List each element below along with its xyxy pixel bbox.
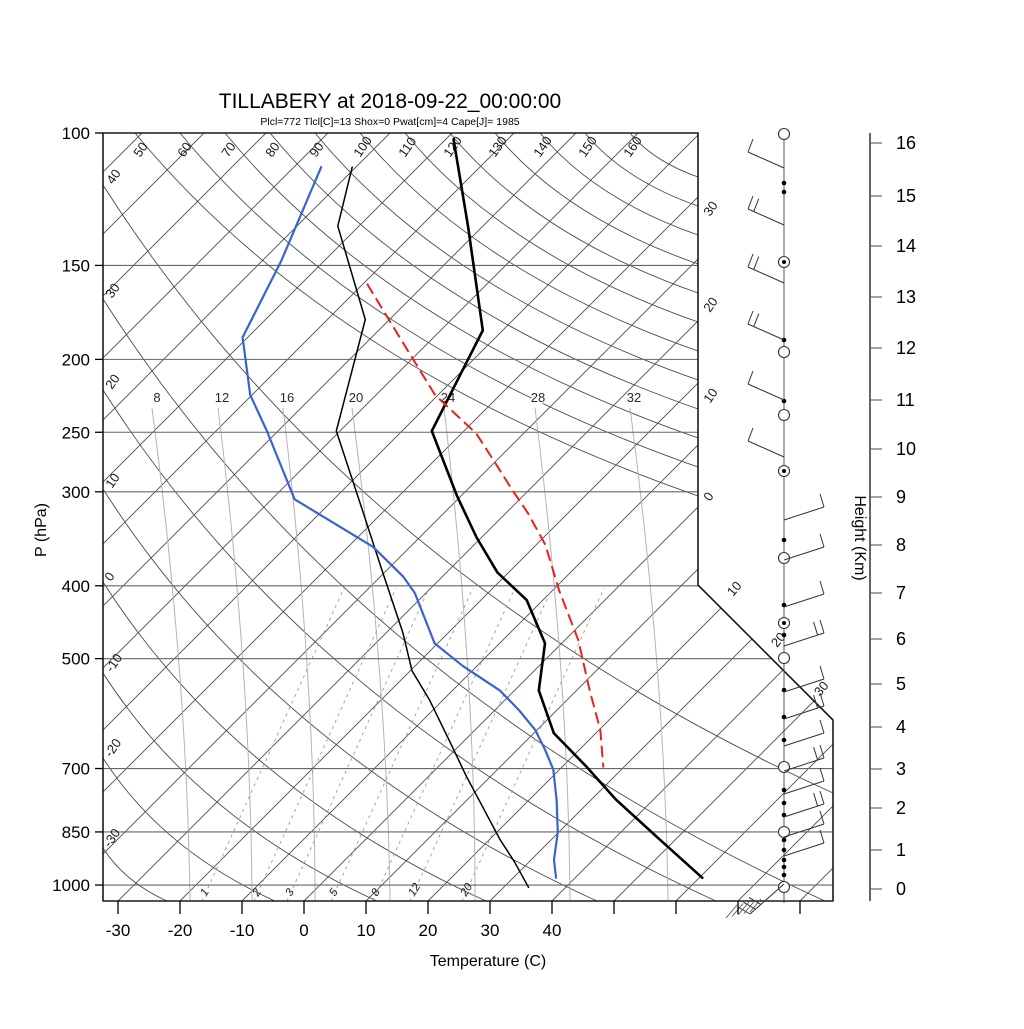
svg-text:110: 110: [395, 134, 419, 160]
svg-text:20: 20: [700, 294, 721, 314]
moist-adiabat-lines: [151, 407, 669, 901]
sounding-curves: [241, 138, 704, 889]
svg-text:30: 30: [481, 921, 500, 940]
svg-text:12: 12: [896, 338, 916, 358]
svg-text:10: 10: [896, 439, 916, 459]
svg-text:120: 120: [440, 133, 465, 159]
svg-text:2: 2: [896, 798, 906, 818]
curve-secondary-profile: [335, 166, 530, 889]
svg-text:11: 11: [896, 390, 915, 410]
svg-text:-20: -20: [101, 736, 124, 760]
svg-text:20: 20: [768, 629, 789, 650]
svg-text:150: 150: [62, 256, 90, 275]
svg-text:50: 50: [130, 139, 151, 159]
svg-text:14: 14: [896, 236, 916, 256]
pressure-axis-title: P (hPa): [33, 503, 50, 557]
svg-text:100: 100: [350, 133, 375, 159]
svg-text:3: 3: [896, 759, 906, 779]
svg-text:30: 30: [700, 198, 721, 218]
svg-text:250: 250: [62, 423, 90, 442]
svg-text:-20: -20: [168, 921, 193, 940]
svg-text:150: 150: [575, 133, 600, 159]
svg-text:3: 3: [283, 886, 297, 898]
svg-text:0: 0: [896, 879, 906, 899]
curve-parcel-path: [366, 283, 605, 768]
svg-text:80: 80: [262, 139, 283, 159]
svg-text:12: 12: [215, 390, 229, 405]
svg-text:70: 70: [218, 139, 239, 159]
svg-text:1: 1: [198, 887, 212, 899]
svg-text:16: 16: [896, 133, 916, 153]
mixing-ratio-lines: [201, 587, 605, 901]
svg-text:32: 32: [627, 390, 641, 405]
plot-frame: [102, 132, 834, 902]
svg-text:15: 15: [896, 186, 916, 206]
svg-text:9: 9: [896, 487, 906, 507]
svg-text:10: 10: [357, 921, 376, 940]
svg-text:20: 20: [458, 881, 476, 900]
wind-barb-column: [725, 127, 825, 919]
svg-text:4: 4: [896, 717, 906, 737]
svg-text:10: 10: [700, 385, 721, 405]
curve-dewpoint: [241, 166, 559, 879]
svg-text:0: 0: [299, 921, 308, 940]
svg-text:-10: -10: [230, 921, 255, 940]
svg-text:200: 200: [62, 350, 90, 369]
svg-text:700: 700: [62, 760, 90, 779]
svg-text:1000: 1000: [52, 876, 90, 895]
svg-text:40: 40: [103, 166, 124, 186]
svg-text:13: 13: [896, 287, 916, 307]
svg-text:20: 20: [349, 390, 363, 405]
svg-text:60: 60: [174, 139, 195, 159]
height-axis-title: Height (Km): [851, 495, 868, 580]
svg-text:-10: -10: [102, 651, 125, 675]
svg-text:5: 5: [327, 886, 341, 898]
svg-text:40: 40: [543, 921, 562, 940]
svg-text:1: 1: [896, 840, 906, 860]
svg-text:300: 300: [62, 483, 90, 502]
svg-text:10: 10: [724, 578, 745, 599]
svg-text:-30: -30: [106, 921, 131, 940]
chart-subtitle: Plcl=772 Tlcl[C]=13 Shox=0 Pwat[cm]=4 Ca…: [260, 116, 519, 128]
svg-text:7: 7: [896, 583, 906, 603]
svg-text:10: 10: [102, 470, 123, 490]
svg-text:8: 8: [896, 535, 906, 555]
pressure-gridlines: [103, 264, 833, 886]
svg-text:140: 140: [530, 133, 555, 159]
svg-text:12: 12: [406, 881, 423, 899]
svg-text:500: 500: [62, 650, 90, 669]
svg-text:28: 28: [531, 390, 545, 405]
svg-text:8: 8: [153, 390, 160, 405]
svg-text:850: 850: [62, 823, 90, 842]
svg-text:8: 8: [369, 886, 383, 898]
svg-text:30: 30: [102, 280, 123, 300]
svg-text:5: 5: [896, 674, 906, 694]
svg-text:0: 0: [700, 489, 716, 504]
svg-text:20: 20: [419, 921, 438, 940]
temperature-axis-title: Temperature (C): [430, 953, 546, 970]
svg-text:6: 6: [896, 629, 906, 649]
svg-text:400: 400: [62, 577, 90, 596]
svg-text:100: 100: [62, 124, 90, 143]
chart-title: TILLABERY at 2018-09-22_00:00:00: [219, 90, 561, 113]
svg-text:20: 20: [102, 371, 123, 391]
svg-text:90: 90: [306, 139, 327, 159]
svg-text:160: 160: [620, 133, 645, 159]
svg-text:130: 130: [485, 133, 510, 159]
curve-temperature: [430, 138, 704, 880]
svg-text:16: 16: [280, 390, 294, 405]
